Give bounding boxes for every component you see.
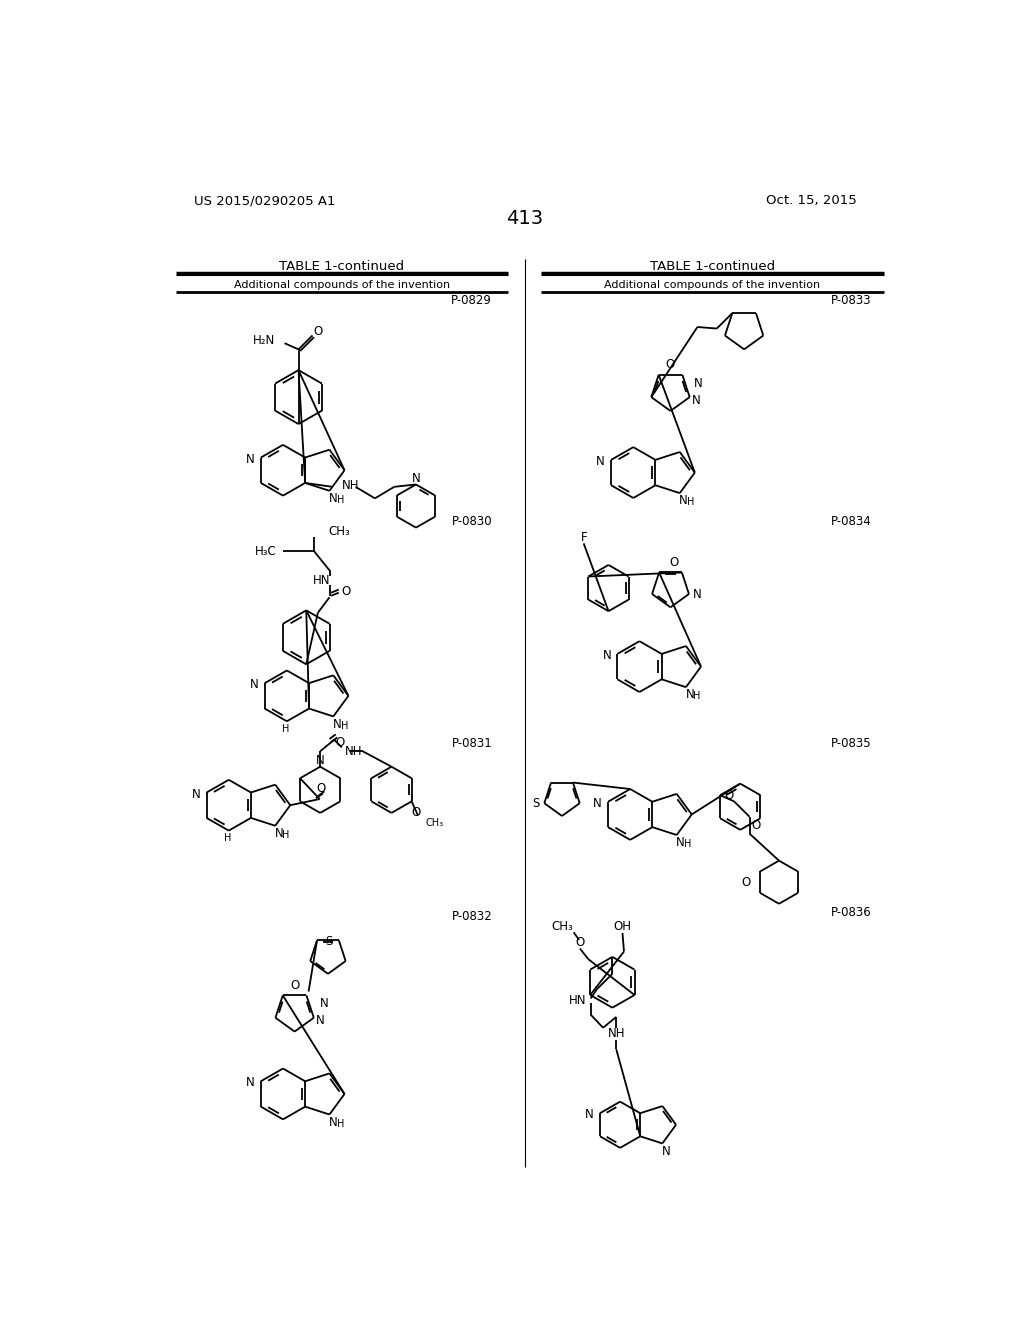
Text: H₃C: H₃C <box>255 545 276 557</box>
Text: P-0831: P-0831 <box>452 737 493 750</box>
Text: N: N <box>676 836 685 849</box>
Text: P-0833: P-0833 <box>831 294 872 308</box>
Text: H: H <box>337 495 344 506</box>
Text: Additional compounds of the invention: Additional compounds of the invention <box>233 280 450 290</box>
Text: H: H <box>282 723 289 734</box>
Text: P-0834: P-0834 <box>831 515 872 528</box>
Text: S: S <box>532 797 540 809</box>
Text: O: O <box>290 979 299 991</box>
Text: NH: NH <box>342 479 359 492</box>
Text: CH₃: CH₃ <box>552 920 573 933</box>
Text: O: O <box>666 358 675 371</box>
Text: P-0832: P-0832 <box>452 911 493 924</box>
Text: HN: HN <box>568 994 586 1007</box>
Text: TABLE 1-continued: TABLE 1-continued <box>280 260 404 273</box>
Text: H₂N: H₂N <box>253 334 275 347</box>
Text: O: O <box>411 807 420 820</box>
Text: H: H <box>687 498 694 507</box>
Text: N: N <box>685 688 694 701</box>
Text: US 2015/0290205 A1: US 2015/0290205 A1 <box>194 194 336 207</box>
Text: F: F <box>581 531 587 544</box>
Text: H: H <box>337 1119 344 1129</box>
Text: NH: NH <box>607 1027 625 1040</box>
Text: N: N <box>250 678 258 692</box>
Text: N: N <box>329 492 338 506</box>
Text: N: N <box>679 494 688 507</box>
Text: O: O <box>336 735 345 748</box>
Text: H: H <box>684 840 691 849</box>
Text: P-0829: P-0829 <box>452 294 493 308</box>
Text: N: N <box>593 797 602 809</box>
Text: N: N <box>246 1076 255 1089</box>
Text: N: N <box>693 376 702 389</box>
Text: Oct. 15, 2015: Oct. 15, 2015 <box>766 194 856 207</box>
Text: O: O <box>669 556 678 569</box>
Text: N: N <box>329 1115 338 1129</box>
Text: N: N <box>319 998 328 1010</box>
Text: N: N <box>412 471 420 484</box>
Text: O: O <box>752 820 761 833</box>
Text: N: N <box>316 1014 325 1027</box>
Text: H: H <box>283 830 290 840</box>
Text: N: N <box>333 718 342 730</box>
Text: O: O <box>316 781 326 795</box>
Text: P-0835: P-0835 <box>831 737 872 750</box>
Text: O: O <box>313 325 323 338</box>
Text: N: N <box>693 587 701 601</box>
Text: HN: HN <box>313 574 331 587</box>
Text: N: N <box>585 1109 594 1121</box>
Text: O: O <box>341 585 350 598</box>
Text: N: N <box>315 754 325 767</box>
Text: CH₃: CH₃ <box>328 524 350 537</box>
Text: P-0836: P-0836 <box>831 907 872 920</box>
Text: OH: OH <box>613 920 632 933</box>
Text: 413: 413 <box>506 209 544 228</box>
Text: N: N <box>246 453 255 466</box>
Text: O: O <box>575 936 585 949</box>
Text: S: S <box>326 936 333 949</box>
Text: H: H <box>693 692 700 701</box>
Text: N: N <box>602 649 611 661</box>
Text: O: O <box>741 875 751 888</box>
Text: O: O <box>724 788 733 801</box>
Text: CH₃: CH₃ <box>426 818 443 828</box>
Text: Additional compounds of the invention: Additional compounds of the invention <box>604 280 820 290</box>
Text: N: N <box>691 393 700 407</box>
Text: P-0830: P-0830 <box>452 515 493 528</box>
Text: N: N <box>662 1144 671 1158</box>
Text: N: N <box>596 455 605 467</box>
Text: TABLE 1-continued: TABLE 1-continued <box>650 260 775 273</box>
Text: H: H <box>223 833 230 843</box>
Text: NH: NH <box>345 744 362 758</box>
Text: H: H <box>341 721 348 731</box>
Text: N: N <box>274 826 284 840</box>
Text: N: N <box>191 788 201 800</box>
